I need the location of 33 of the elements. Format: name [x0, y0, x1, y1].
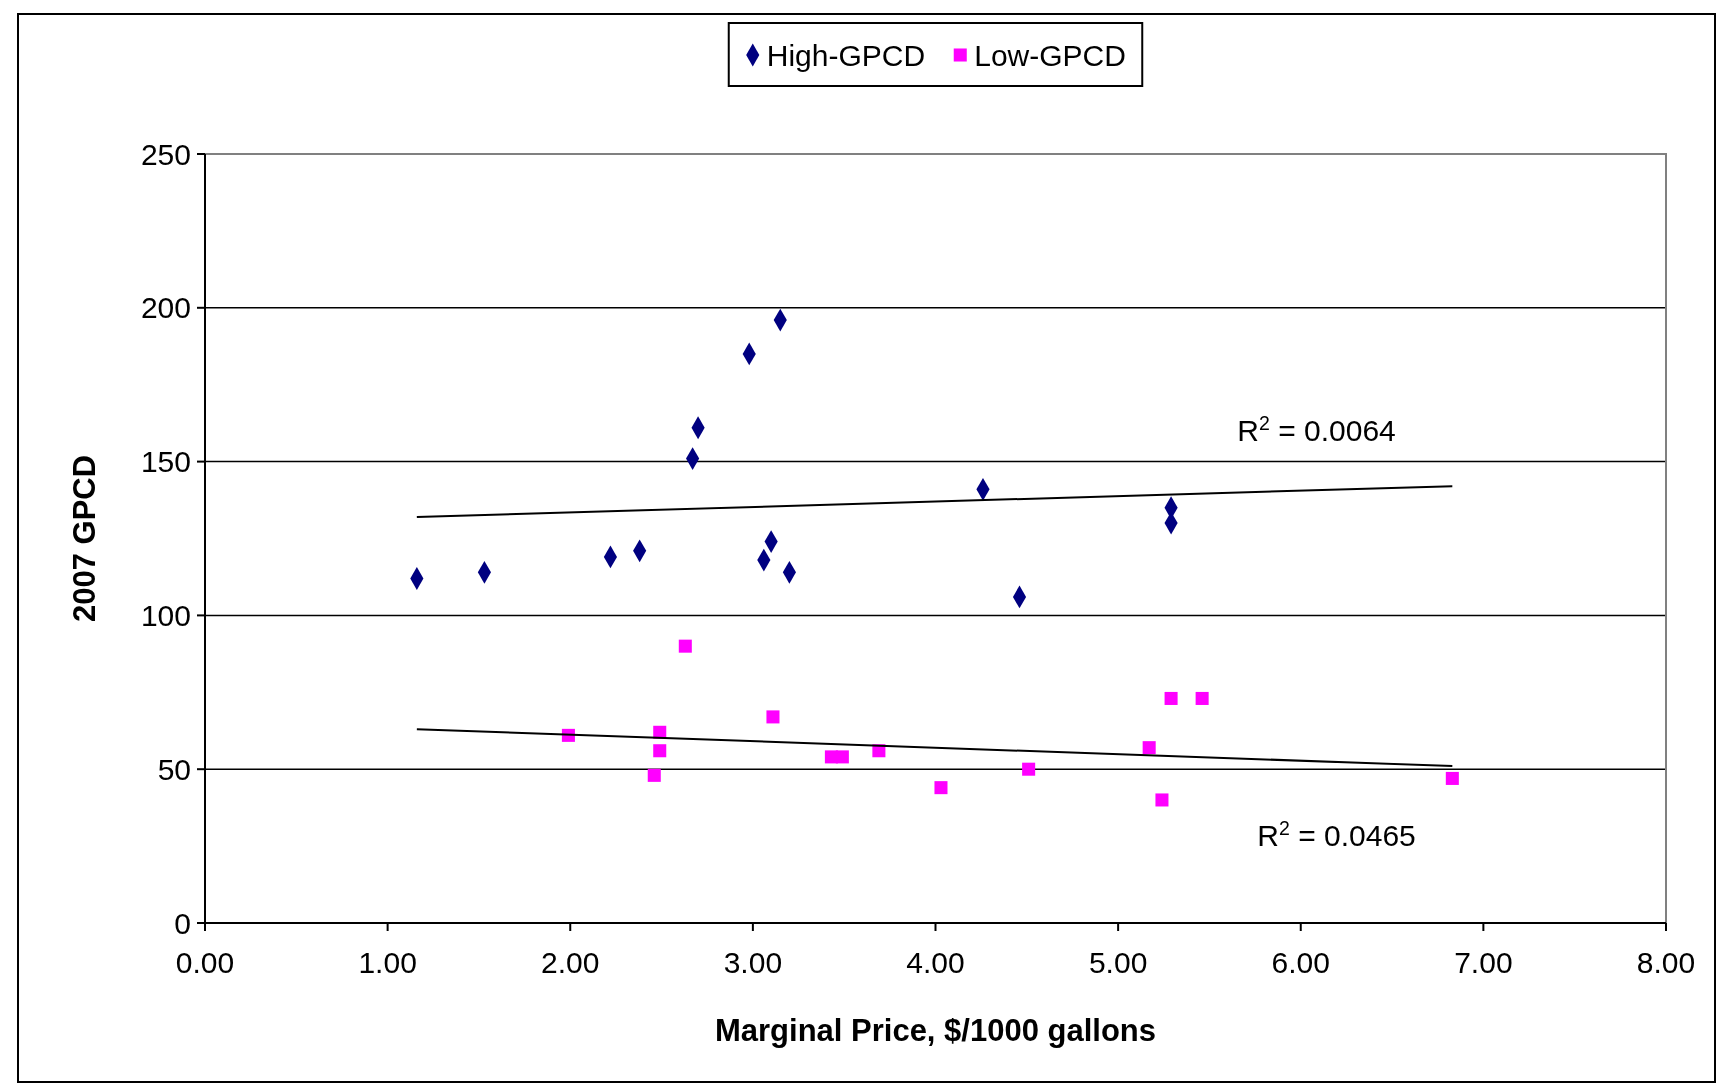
point — [1195, 691, 1209, 705]
point — [1445, 771, 1459, 785]
point — [766, 710, 780, 724]
x-tick-label: 4.00 — [906, 946, 965, 979]
y-tick-label: 200 — [140, 291, 191, 325]
annotation: R$^{2}$ = 0.0465 — [1257, 817, 1416, 853]
annotation: R$^{2}$ = 0.0064 — [1237, 412, 1396, 448]
y-tick-label: 0 — [174, 906, 191, 940]
point — [647, 768, 661, 782]
y-tick-label: 100 — [140, 598, 191, 632]
x-tick-label: 8.00 — [1636, 946, 1696, 979]
point — [835, 750, 849, 764]
point — [1142, 741, 1156, 755]
x-tick-label: 3.00 — [723, 946, 783, 979]
legend-label: High-GPCD — [766, 38, 926, 72]
point — [1155, 793, 1169, 807]
x-tick-label: 1.00 — [358, 946, 417, 979]
x-tick-label: 2.00 — [541, 946, 600, 979]
y-tick-label: 50 — [157, 752, 191, 786]
y-axis-title: 2007 GPCD — [67, 454, 102, 623]
point — [1164, 691, 1178, 705]
point — [934, 781, 948, 795]
point — [653, 744, 667, 758]
x-axis-title: Marginal Price, $/1000 gallons — [714, 1013, 1157, 1048]
point — [678, 639, 692, 653]
x-tick-label: 7.00 — [1454, 946, 1513, 979]
point — [1022, 762, 1036, 776]
x-tick-label: 5.00 — [1088, 946, 1148, 979]
x-tick-label: 0.00 — [175, 946, 235, 979]
x-tick-label: 6.00 — [1271, 946, 1330, 979]
legend-label: Low-GPCD — [974, 38, 1126, 72]
y-tick-label: 150 — [140, 445, 191, 479]
y-tick-label: 250 — [140, 137, 191, 171]
